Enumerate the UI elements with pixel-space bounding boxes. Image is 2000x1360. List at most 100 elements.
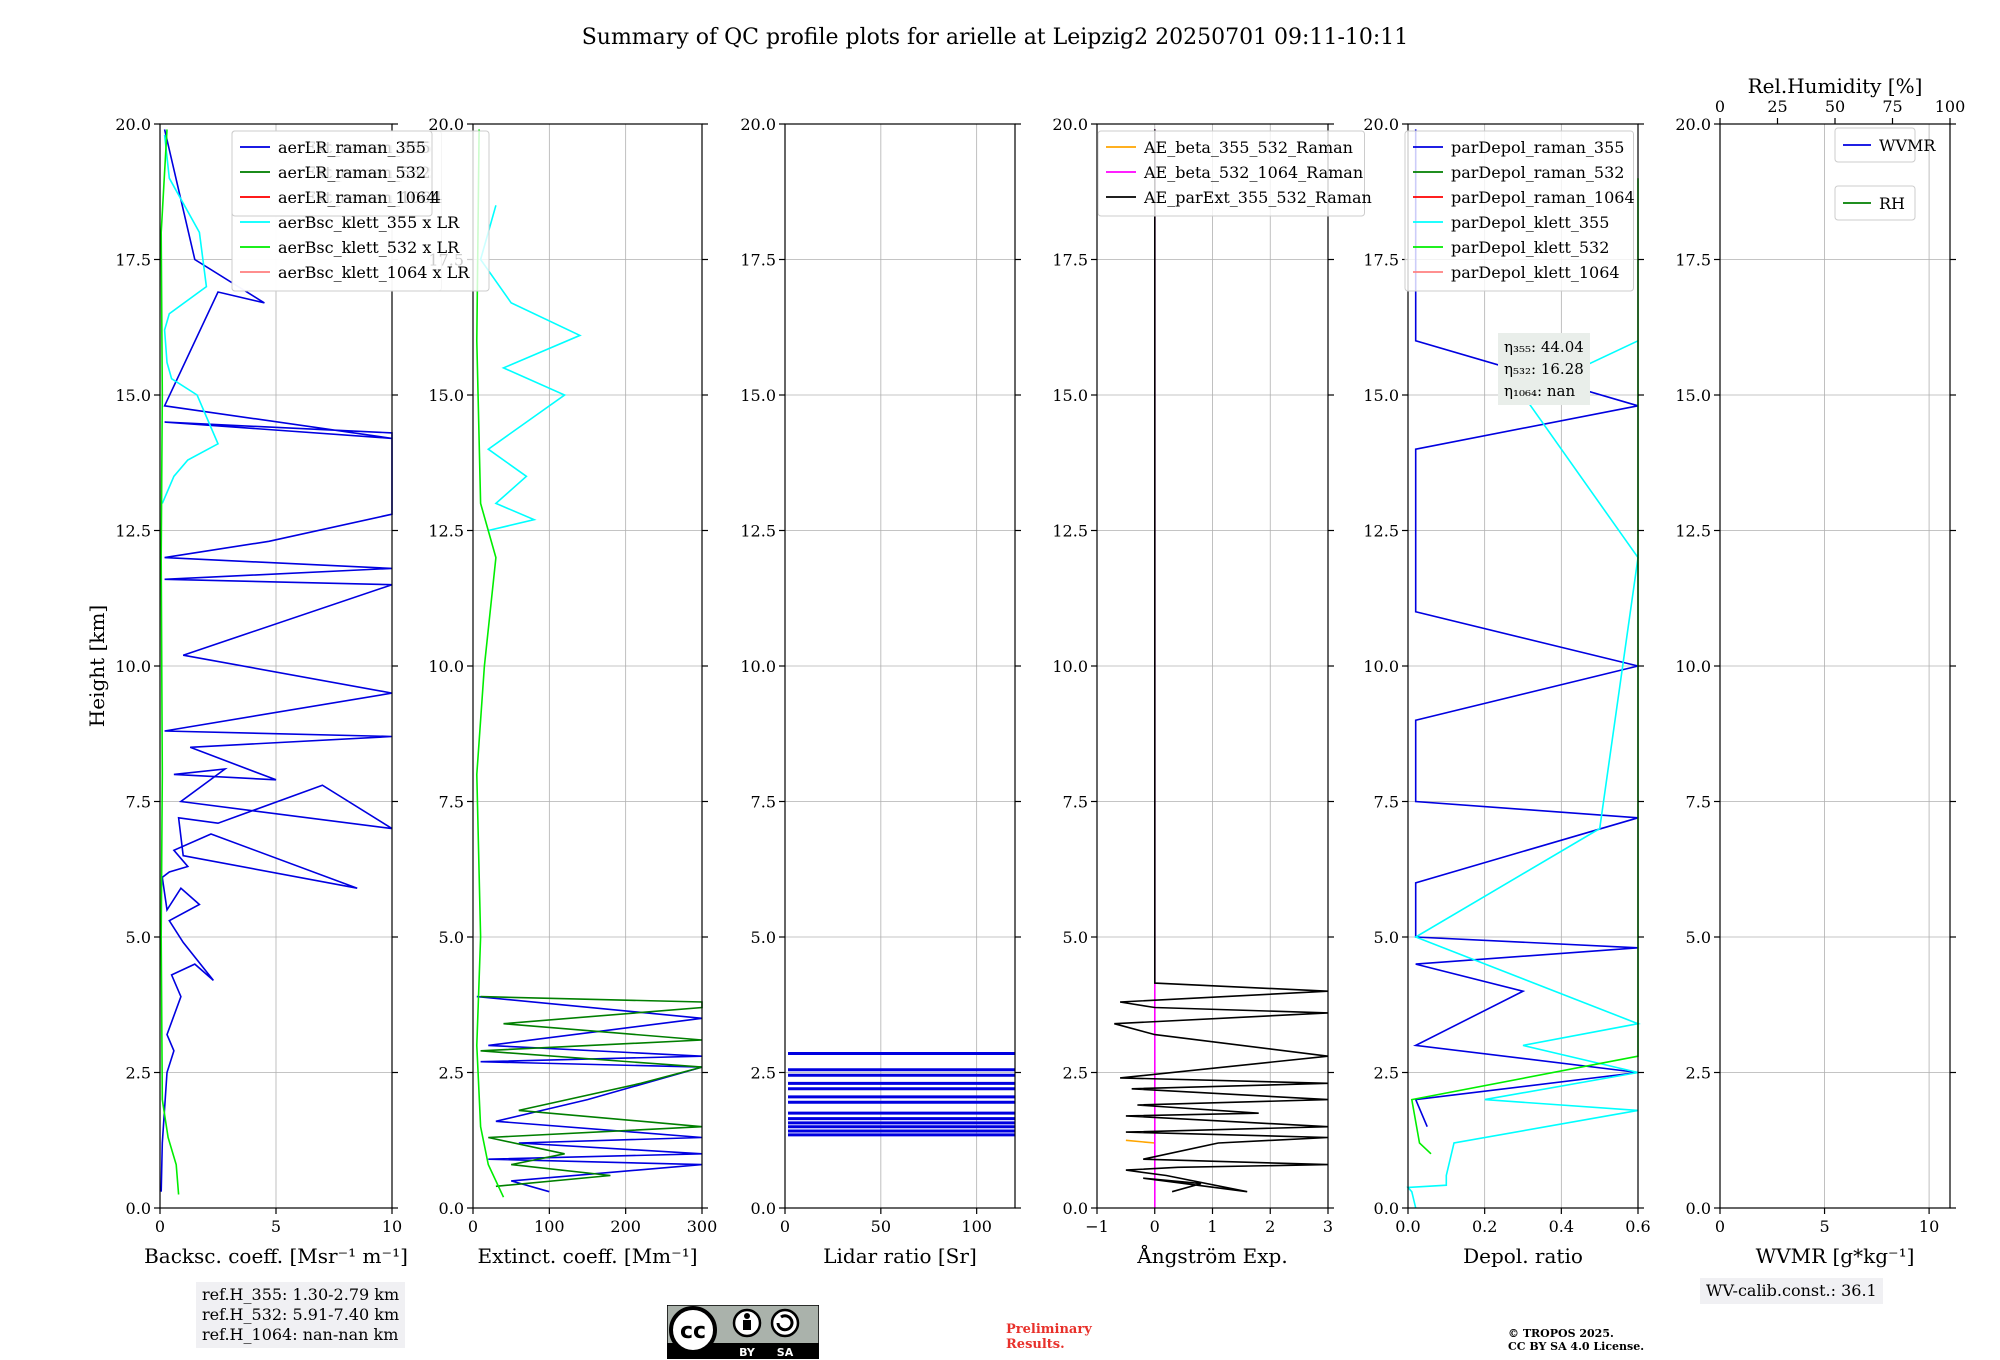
x-tick-label: 0 xyxy=(155,1217,165,1236)
legend-box xyxy=(1834,127,1916,163)
copyright-note: © TROPOS 2025. CC BY SA 4.0 License. xyxy=(1508,1327,1644,1353)
y-tick-label: 10.0 xyxy=(1363,657,1399,676)
ref-height-355: ref.H_355: 1.30-2.79 km xyxy=(202,1285,400,1304)
y-tick-label: 15.0 xyxy=(1675,386,1711,405)
ref-height-532: ref.H_532: 5.91-7.40 km xyxy=(202,1305,400,1324)
panel-6: 0.02.55.07.510.012.515.017.520.00 5 10WVMR… xyxy=(1675,74,1965,1268)
panel-3: 0.02.55.07.510.012.515.017.520.00 50 100Li… xyxy=(231,115,1021,1268)
legend-box xyxy=(1097,130,1365,217)
y-tick-label: 12.5 xyxy=(1363,522,1399,541)
y-tick-label: 5.0 xyxy=(1686,928,1711,947)
panel-4: 0.0 2.5 5.0 7.5 10.0 12.5 15.0 17.5 20.0 −1 0 1 2 3 Ån… xyxy=(1052,115,1371,1268)
y-tick-label: 10.0 xyxy=(1052,657,1088,676)
y-tick-label: 15.0 xyxy=(740,386,776,405)
cc-by-sa-logo: cc BY SA xyxy=(667,1305,819,1359)
y-tick-label: 0.0 xyxy=(126,1199,151,1218)
y-tick-label: 12.5 xyxy=(1052,522,1088,541)
legend-entry: parDepol_raman_1064 xyxy=(1451,188,1635,207)
x-tick-label: 300 xyxy=(687,1217,718,1236)
legend-entry: aerBsc_klett_355 x LR xyxy=(278,213,460,232)
series-line-AE_parExt_355_532_Raman xyxy=(1114,129,1329,1193)
ref-height-1064: ref.H_1064: nan-nan km xyxy=(202,1325,399,1344)
legend-entry: parDepol_klett_355 xyxy=(1451,213,1609,232)
legend: AE_beta_355_532_Raman AE_beta_532_1064_Ra… xyxy=(1097,130,1372,217)
series-line-aerExt_raman_532 xyxy=(480,995,703,1188)
y-tick-label: 5.0 xyxy=(751,928,776,947)
y-tick-label: 20.0 xyxy=(1363,115,1399,134)
eta-355: η₃₅₅: 44.04 xyxy=(1504,338,1584,356)
y-tick-label: 17.5 xyxy=(1363,251,1399,270)
y-tick-label: 12.5 xyxy=(115,522,151,541)
x2-axis-label: Rel.Humidity [%] xyxy=(1748,74,1923,98)
y-tick-label: 2.5 xyxy=(1063,1064,1088,1083)
legend-entry: AE_parExt_355_532_Raman xyxy=(1143,188,1372,207)
legend-entry: parDepol_raman_532 xyxy=(1451,163,1624,182)
y-tick-label: 2.5 xyxy=(439,1064,464,1083)
y-tick-label: 10.0 xyxy=(115,657,151,676)
legend-entry: aerLR_raman_355 xyxy=(278,138,426,157)
y-tick-label: 0.0 xyxy=(751,1199,776,1218)
x-tick-label: 3 xyxy=(1323,1217,1333,1236)
y-tick-label: 20.0 xyxy=(740,115,776,134)
reference-height-box: ref.H_355: 1.30-2.79 km ref.H_532: 5.91-… xyxy=(196,1282,406,1348)
y-tick-label: 7.5 xyxy=(439,793,464,812)
cc-by-label: BY xyxy=(739,1346,756,1359)
x-tick-label: 1 xyxy=(1207,1217,1217,1236)
legend-entry: parDepol_klett_1064 xyxy=(1451,263,1620,282)
x-tick-label: 0.6 xyxy=(1625,1217,1650,1236)
legend: parDepol_raman_355 parDepol_raman_532 parD… xyxy=(1404,130,1635,292)
legend: WVMR RH xyxy=(1834,127,1936,221)
y-tick-label: 17.5 xyxy=(115,251,151,270)
legend-entry: RH xyxy=(1879,194,1905,213)
x-axis-label: WVMR [g*kg⁻¹] xyxy=(1756,1244,1915,1268)
legend-entry: aerBsc_klett_532 x LR xyxy=(278,238,460,257)
x-tick-label: 0 xyxy=(780,1217,790,1236)
legend-entry: AE_beta_532_1064_Raman xyxy=(1143,163,1363,182)
series-line-aerBsc_klett_355 x LR xyxy=(479,205,582,532)
y-tick-label: 2.5 xyxy=(751,1064,776,1083)
legend-box xyxy=(1834,185,1916,221)
x-tick-label: 10 xyxy=(1919,1217,1939,1236)
preliminary-line-2: Results. xyxy=(1006,1337,1065,1352)
x-tick-label: 0.0 xyxy=(1395,1217,1420,1236)
y-tick-label: 7.5 xyxy=(1063,793,1088,812)
y-tick-label: 12.5 xyxy=(428,522,464,541)
y-tick-label: 5.0 xyxy=(126,928,151,947)
x-tick-label: 200 xyxy=(610,1217,641,1236)
x2-tick-label: 0 xyxy=(1715,97,1725,116)
y-tick-label: 2.5 xyxy=(1374,1064,1399,1083)
x-tick-label: 0 xyxy=(468,1217,478,1236)
x-tick-label: 0.2 xyxy=(1472,1217,1497,1236)
y-tick-label: 5.0 xyxy=(1374,928,1399,947)
legend-entry: aerLR_raman_532 xyxy=(278,163,426,182)
copyright-line-1: © TROPOS 2025. xyxy=(1508,1327,1614,1340)
legend-entry: WVMR xyxy=(1879,136,1936,155)
eta-1064: η₁₀₆₄: nan xyxy=(1504,382,1576,400)
legend-entry: parDepol_raman_355 xyxy=(1451,138,1624,157)
x-tick-label: 5 xyxy=(271,1217,281,1236)
y-tick-label: 10.0 xyxy=(740,657,776,676)
copyright-line-2: CC BY SA 4.0 License. xyxy=(1508,1340,1645,1353)
y-tick-label: 17.5 xyxy=(1675,251,1711,270)
cc-sa-label: SA xyxy=(777,1346,794,1359)
legend-box xyxy=(231,130,433,217)
y-tick-label: 17.5 xyxy=(1052,251,1088,270)
y-tick-label: 7.5 xyxy=(751,793,776,812)
preliminary-results-note: Preliminary Results. xyxy=(1006,1322,1092,1352)
y-tick-label: 7.5 xyxy=(126,793,151,812)
legend-box xyxy=(1404,130,1634,292)
x-tick-label: 50 xyxy=(871,1217,891,1236)
x-tick-label: 100 xyxy=(534,1217,565,1236)
preliminary-line-1: Preliminary xyxy=(1006,1322,1092,1337)
y-tick-label: 0.0 xyxy=(1374,1199,1399,1218)
y-tick-label: 20.0 xyxy=(1675,115,1711,134)
x-axis-label: Backsc. coeff. [Msr⁻¹ m⁻¹] xyxy=(144,1244,408,1268)
wv-calib-constant: WV-calib.const.: 36.1 xyxy=(1706,1281,1877,1300)
x-tick-label: 0 xyxy=(1715,1217,1725,1236)
y-tick-label: 20.0 xyxy=(115,115,151,134)
y-tick-label: 5.0 xyxy=(1063,928,1088,947)
x-axis-label: Ångström Exp. xyxy=(1136,1243,1287,1268)
x-axis-label: Depol. ratio xyxy=(1463,1244,1583,1268)
x2-tick-label: 50 xyxy=(1825,97,1845,116)
